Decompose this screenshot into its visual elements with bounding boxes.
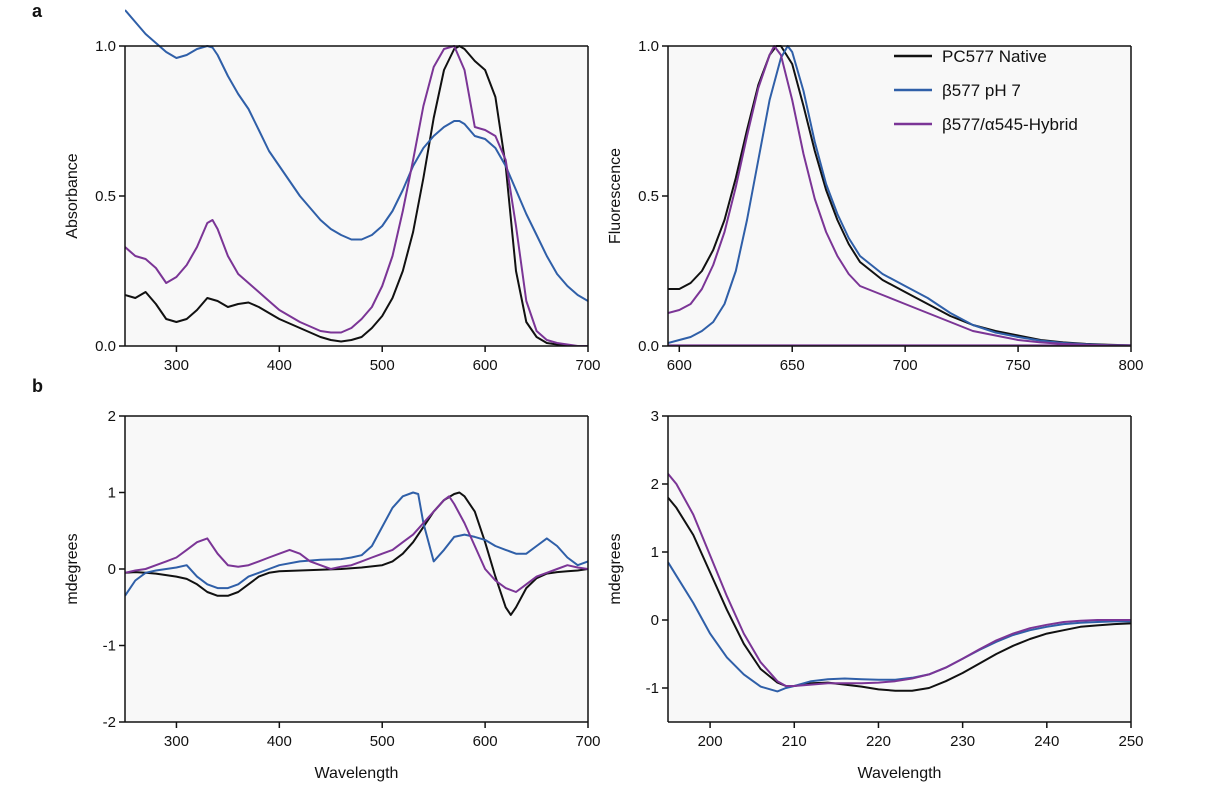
y-tick-label: 1 [108, 485, 116, 502]
legend-label: β577/α545-Hybrid [942, 115, 1078, 134]
legend: PC577 Native β577 pH 7 β577/α545-Hybrid [894, 47, 1078, 134]
x-tick-label: 200 [698, 733, 723, 750]
series-line-hybrid [668, 45, 1131, 346]
plot-background [668, 416, 1131, 722]
y-tick-label: 1 [651, 544, 659, 561]
x-tick-label: 300 [164, 357, 189, 374]
x-tick-label: 650 [780, 357, 805, 374]
x-tick-label: 600 [473, 357, 498, 374]
series-line-ph7 [668, 561, 1131, 693]
series-line-hybrid [668, 473, 1131, 687]
x-tick-label: 600 [473, 733, 498, 750]
series-line-ph7 [125, 491, 588, 597]
series-group [668, 473, 1131, 693]
x-tick-label: 220 [866, 733, 891, 750]
series-group [125, 491, 588, 616]
y-tick-label: 0.0 [95, 338, 116, 355]
y-tick-label: 1.0 [95, 38, 116, 55]
series-line-native [125, 491, 588, 616]
y-tick-label: 0.5 [638, 188, 659, 205]
x-tick-label: 800 [1118, 357, 1143, 374]
y-tick-label: -1 [103, 638, 116, 655]
x-tick-label: 500 [370, 733, 395, 750]
y-tick-label: 2 [651, 476, 659, 493]
series-line-hybrid [125, 495, 588, 593]
series-line-native [668, 496, 1131, 692]
panel-label-b: b [32, 376, 43, 396]
y-tick-label: 1.0 [638, 38, 659, 55]
x-tick-label: 230 [950, 733, 975, 750]
x-tick-label: 300 [164, 733, 189, 750]
x-tick-label: 600 [667, 357, 692, 374]
x-axis-label: Wavelength [858, 765, 942, 782]
y-axis-label: mdegrees [607, 533, 624, 604]
x-tick-label: 250 [1118, 733, 1143, 750]
x-tick-label: 500 [370, 357, 395, 374]
y-tick-label: -2 [103, 714, 116, 731]
series-line-hybrid [125, 45, 588, 346]
y-tick-label: 2 [108, 408, 116, 425]
y-tick-label: 0 [108, 561, 116, 578]
x-tick-label: 400 [267, 357, 292, 374]
y-tick-label: -1 [646, 680, 659, 697]
plot-background [125, 416, 588, 722]
legend-label: β577 pH 7 [942, 81, 1021, 100]
chart-cd-far-uv: 200 210 220 230 240 250 -1 0 1 2 3 mdegrees Waveleng… [607, 408, 1144, 782]
plot-background [668, 46, 1131, 346]
panel-label-a: a [32, 1, 43, 21]
series-line-ph7 [668, 45, 1131, 346]
x-tick-label: 210 [782, 733, 807, 750]
x-tick-label: 400 [267, 733, 292, 750]
y-axis-label: mdegrees [64, 533, 81, 604]
chart-cd-visible: 300 400 500 600 700 -2 -1 0 1 2 mdegrees Wavelength [64, 408, 601, 782]
x-tick-label: 700 [893, 357, 918, 374]
x-tick-label: 240 [1034, 733, 1059, 750]
x-tick-label: 750 [1006, 357, 1031, 374]
legend-label: PC577 Native [942, 47, 1047, 66]
y-tick-label: 0.0 [638, 338, 659, 355]
x-tick-label: 700 [575, 357, 600, 374]
chart-absorbance: 300 400 500 600 700 0.0 0.5 1.0 Absorbance [64, 9, 601, 374]
chart-fluorescence: 600 650 700 750 800 0.0 0.5 1.0 Fluorescence PC57… [607, 38, 1144, 374]
series-line-native [125, 45, 588, 346]
y-axis-label: Fluorescence [607, 148, 624, 244]
y-tick-label: 0.5 [95, 188, 116, 205]
x-axis-label: Wavelength [315, 765, 399, 782]
y-axis-label: Absorbance [64, 153, 81, 238]
y-tick-label: 0 [651, 612, 659, 629]
x-tick-label: 700 [575, 733, 600, 750]
y-tick-label: 3 [651, 408, 659, 425]
series-line-native [668, 45, 1131, 346]
